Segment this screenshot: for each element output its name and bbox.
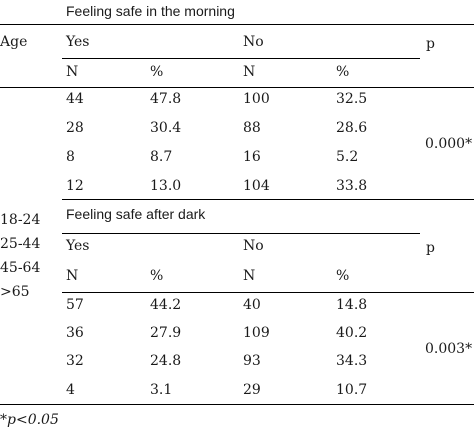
table-cell: 47.8	[150, 91, 182, 107]
col-n-yes-after-dark: N	[66, 268, 79, 284]
no-header-after-dark: No	[243, 238, 264, 254]
table-cell: 104	[243, 178, 270, 194]
col-pct-yes-after-dark: %	[150, 268, 164, 284]
table-cell: 36	[66, 325, 84, 341]
yes-header-after-dark: Yes	[66, 238, 90, 254]
p-value-morning: 0.000*	[425, 136, 473, 152]
table-cell: 40	[243, 297, 261, 313]
table-cell: 33.8	[336, 178, 368, 194]
rule-under-yes-no-1	[62, 58, 420, 59]
table-cell: 16	[243, 149, 261, 165]
rule-top-section2	[62, 199, 474, 200]
table-cell: 44	[66, 91, 84, 107]
p-header-after-dark: p	[426, 240, 435, 256]
table-cell: 27.9	[150, 325, 182, 341]
age-group: 18-24	[0, 212, 41, 228]
rule-under-n-pct-2	[62, 292, 474, 293]
section-title-after-dark: Feeling safe after dark	[66, 206, 206, 222]
table-cell: 8.7	[150, 149, 173, 165]
table-cell: 88	[243, 120, 261, 136]
footnote: *p<0.05	[0, 412, 59, 428]
table-cell: 40.2	[336, 325, 368, 341]
table-cell: 44.2	[150, 297, 182, 313]
table-cell: 24.8	[150, 353, 182, 369]
table-cell: 12	[66, 178, 84, 194]
rule-bottom	[0, 404, 474, 405]
table-cell: 29	[243, 382, 261, 398]
table-cell: 13.0	[150, 178, 182, 194]
p-header-morning: p	[426, 36, 435, 52]
table-cell: 32	[66, 353, 84, 369]
rule-under-n-pct-1	[0, 87, 474, 88]
table-cell: 32.5	[336, 91, 368, 107]
table-cell: 28.6	[336, 120, 368, 136]
table-cell: 30.4	[150, 120, 182, 136]
age-header: Age	[0, 34, 28, 50]
table-cell: 93	[243, 353, 261, 369]
col-pct-yes-morning: %	[150, 64, 164, 80]
no-header-morning: No	[243, 34, 264, 50]
table-cell: 28	[66, 120, 84, 136]
yes-header-morning: Yes	[66, 34, 90, 50]
table-cell: 3.1	[150, 382, 173, 398]
col-n-yes-morning: N	[66, 64, 79, 80]
table-cell: 109	[243, 325, 270, 341]
table-cell: 14.8	[336, 297, 368, 313]
table-cell: 100	[243, 91, 270, 107]
rule-under-yes-no-2	[62, 233, 420, 234]
age-group: 45-64	[0, 260, 41, 276]
age-group: 25-44	[0, 236, 41, 252]
p-value-after-dark: 0.003*	[425, 341, 473, 357]
rule-top-section1	[0, 24, 474, 25]
col-n-no-morning: N	[243, 64, 256, 80]
table-cell: 5.2	[336, 149, 359, 165]
col-n-no-after-dark: N	[243, 268, 256, 284]
table-cell: 4	[66, 382, 75, 398]
col-pct-no-after-dark: %	[336, 268, 350, 284]
age-group: >65	[0, 284, 30, 300]
section-title-morning: Feeling safe in the morning	[66, 3, 235, 19]
table-cell: 34.3	[336, 353, 368, 369]
table-cell: 57	[66, 297, 84, 313]
table-cell: 10.7	[336, 382, 368, 398]
table-cell: 8	[66, 149, 75, 165]
col-pct-no-morning: %	[336, 64, 350, 80]
